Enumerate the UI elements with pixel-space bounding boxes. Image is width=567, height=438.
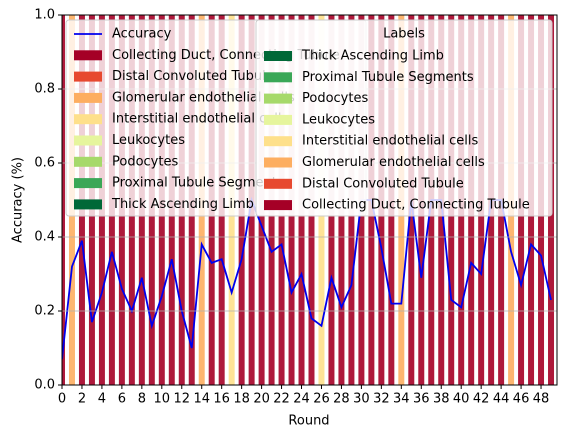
legend-swatch xyxy=(264,178,292,189)
accuracy-line xyxy=(62,196,552,360)
x-tick-label: 44 xyxy=(493,392,510,407)
x-tick-label: 36 xyxy=(413,392,430,407)
y-tick-label: 0.8 xyxy=(34,82,55,97)
x-tick-label: 40 xyxy=(453,392,470,407)
legend-label: Glomerular endothelial cells xyxy=(112,90,295,105)
legend-swatch xyxy=(264,136,292,147)
y-tick-label: 0.4 xyxy=(34,230,55,245)
x-tick-label: 28 xyxy=(333,392,350,407)
legend-swatch xyxy=(264,157,292,168)
x-tick-label: 8 xyxy=(138,392,146,407)
legend-label: Proximal Tubule Segments xyxy=(112,176,284,191)
x-tick-label: 38 xyxy=(433,392,450,407)
legend-swatch xyxy=(74,156,102,167)
legend-swatch xyxy=(264,114,292,125)
legend-label: Thick Ascending Limb xyxy=(111,197,254,212)
legend-swatch xyxy=(74,178,102,189)
legend-swatch xyxy=(74,92,102,103)
legend-swatch xyxy=(74,71,102,82)
legend-swatch xyxy=(264,200,292,211)
x-tick-label: 24 xyxy=(293,392,310,407)
x-tick-label: 32 xyxy=(373,392,390,407)
legend-swatch xyxy=(74,50,102,61)
legend-label: Accuracy xyxy=(112,27,172,42)
legend: Labels Thick Ascending Limb Proximal Tubul… xyxy=(255,19,553,217)
legend-title: Labels xyxy=(383,27,425,42)
x-tick-label: 6 xyxy=(118,392,126,407)
legend-label: Leukocytes xyxy=(302,112,375,127)
x-tick-label: 46 xyxy=(513,392,530,407)
legend-swatch xyxy=(264,51,292,61)
x-tick-label: 0 xyxy=(58,392,66,407)
x-tick-label: 18 xyxy=(233,392,250,407)
legend-box xyxy=(255,19,553,217)
legend-label: Thick Ascending Limb xyxy=(301,49,444,64)
legend-label: Leukocytes xyxy=(112,133,185,148)
x-tick-label: 48 xyxy=(533,392,550,407)
legend-label: Podocytes xyxy=(302,91,368,106)
bar-segment xyxy=(62,15,65,385)
legend-swatch xyxy=(264,72,292,83)
x-tick-label: 2 xyxy=(78,392,86,407)
x-tick-label: 10 xyxy=(154,392,171,407)
legend-swatch xyxy=(74,135,102,146)
y-tick-label: 0.6 xyxy=(34,156,55,171)
legend-label: Interstitial endothelial cells xyxy=(302,134,478,149)
plot-frame xyxy=(61,14,558,386)
legend-label: Distal Convoluted Tubule xyxy=(112,69,274,84)
legend-label: Collecting Duct, Connecting Tubule xyxy=(302,198,530,213)
x-tick-label: 30 xyxy=(353,392,370,407)
x-tick-label: 34 xyxy=(393,392,410,407)
legend-swatch xyxy=(74,114,102,125)
x-tick-label: 12 xyxy=(173,392,190,407)
legend-label: Glomerular endothelial cells xyxy=(302,155,485,170)
x-tick-label: 22 xyxy=(273,392,290,407)
legend-swatch xyxy=(74,199,102,210)
y-tick-label: 0.0 xyxy=(34,378,55,393)
x-axis-label: Round xyxy=(288,414,329,429)
x-tick-label: 20 xyxy=(253,392,270,407)
y-tick-label: 0.2 xyxy=(34,304,55,319)
x-tick-label: 42 xyxy=(473,392,490,407)
y-tick-label: 1.0 xyxy=(34,8,55,23)
legend-label: Proximal Tubule Segments xyxy=(302,70,474,85)
legend-label: Distal Convoluted Tubule xyxy=(302,176,464,191)
x-tick-label: 16 xyxy=(213,392,230,407)
legend-label: Podocytes xyxy=(112,154,178,169)
legend-label: Interstitial endothelial cells xyxy=(112,112,288,127)
x-tick-label: 14 xyxy=(193,392,210,407)
legend-swatch xyxy=(264,93,292,104)
x-tick-label: 4 xyxy=(98,392,106,407)
x-tick-label: 26 xyxy=(313,392,330,407)
y-axis-label: Accuracy (%) xyxy=(11,157,26,243)
